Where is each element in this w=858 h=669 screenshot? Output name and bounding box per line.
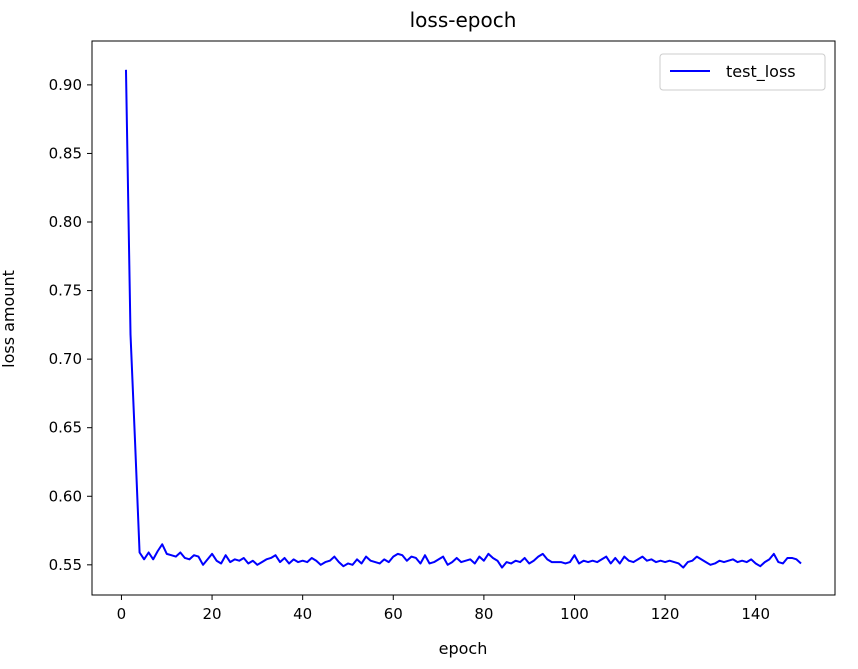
legend-box — [659, 53, 826, 91]
y-tick-label: 0.55 — [49, 556, 82, 574]
y-tick-label: 0.75 — [49, 282, 82, 300]
x-axis-label: epoch — [439, 639, 488, 658]
chart-title: loss-epoch — [410, 8, 517, 32]
y-tick-label: 0.65 — [49, 419, 82, 437]
y-tick-label: 0.85 — [49, 144, 82, 162]
x-tick-label: 0 — [117, 605, 127, 623]
x-axis-ticks: 0 20 40 60 80 100 120 140 — [117, 595, 770, 623]
series-line-test-loss — [124, 69, 802, 569]
y-tick-label: 0.80 — [49, 213, 82, 231]
y-axis-label: loss amount — [0, 270, 18, 368]
x-tick-label: 140 — [741, 605, 770, 623]
x-tick-label: 20 — [203, 605, 222, 623]
y-tick-label: 0.60 — [49, 487, 82, 505]
x-tick-label: 60 — [384, 605, 403, 623]
x-tick-label: 100 — [560, 605, 589, 623]
plot-area — [124, 69, 802, 569]
x-tick-label: 120 — [651, 605, 680, 623]
y-tick-label: 0.70 — [49, 350, 82, 368]
y-tick-label: 0.90 — [49, 76, 82, 94]
x-tick-label: 40 — [293, 605, 312, 623]
x-tick-label: 80 — [474, 605, 493, 623]
legend: test_loss — [659, 53, 826, 91]
legend-label-test-loss: test_loss — [726, 62, 796, 82]
y-axis-ticks: 0.55 0.60 0.65 0.70 0.75 0.80 0.85 0.90 — [49, 76, 92, 574]
axes-frame — [91, 40, 836, 596]
